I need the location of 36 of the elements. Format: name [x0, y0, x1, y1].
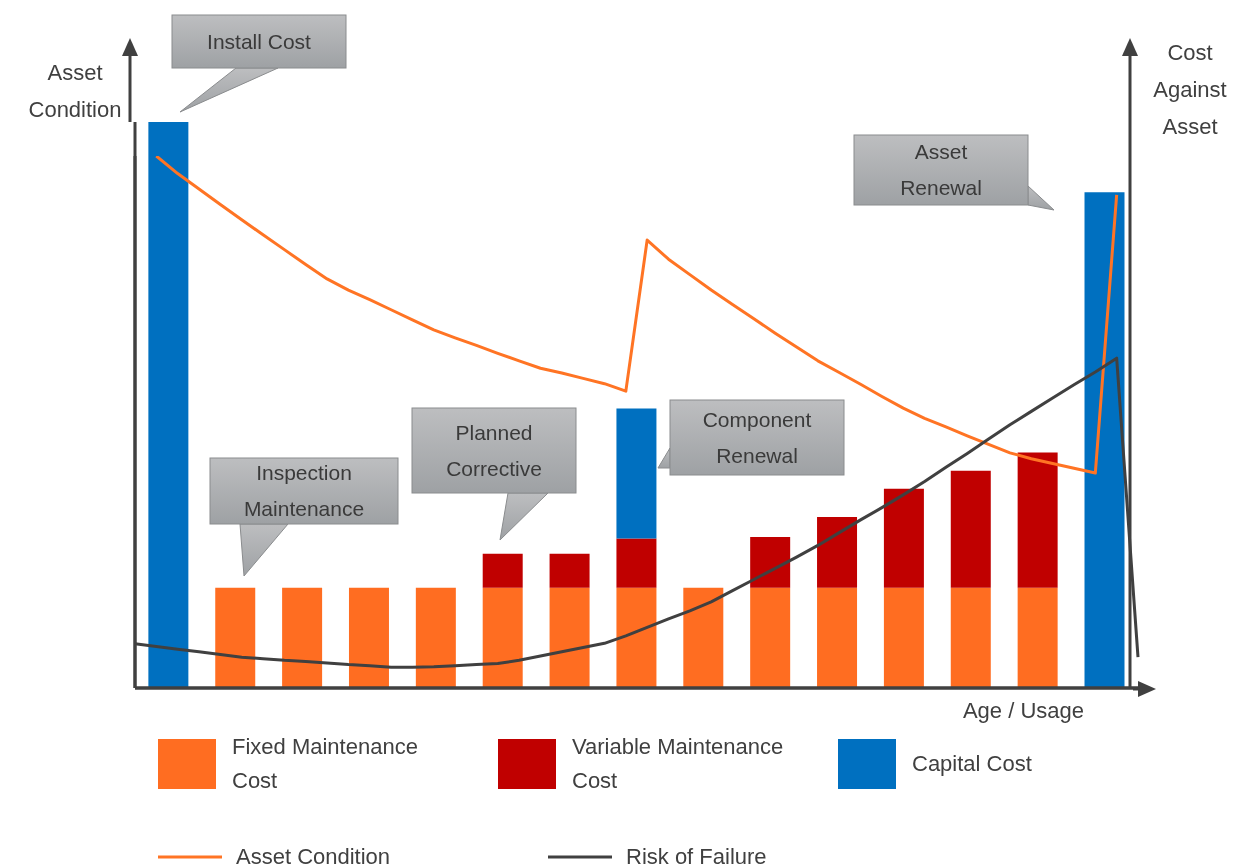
- bar: [750, 587, 791, 688]
- bar: [950, 470, 991, 588]
- bar: [817, 517, 858, 588]
- bar: [348, 587, 389, 688]
- bar: [750, 536, 791, 588]
- y2-axis-title: Cost Against Asset: [1152, 39, 1228, 141]
- bar: [415, 587, 456, 688]
- legend-label: Risk of Failure: [626, 843, 768, 865]
- bar: [1017, 587, 1058, 688]
- bar: [950, 587, 991, 688]
- annotation: Asset Renewal: [854, 135, 1028, 205]
- bar: [1017, 452, 1058, 588]
- bar: [616, 587, 657, 688]
- annotation: Inspection Maintenance: [210, 458, 398, 524]
- bar: [215, 587, 256, 688]
- bar: [883, 587, 924, 688]
- bar: [482, 587, 523, 688]
- bar: [616, 538, 657, 588]
- bar: [549, 553, 590, 588]
- bar: [883, 488, 924, 588]
- bar: [482, 553, 523, 588]
- bar: [616, 408, 657, 539]
- legend-label: Fixed Maintenance Cost: [232, 733, 419, 795]
- bar: [817, 587, 858, 688]
- legend-label: Capital Cost: [912, 750, 1033, 778]
- x-axis-title: Age / Usage: [961, 698, 1084, 724]
- text: Install Cost: [172, 15, 346, 68]
- legend-label: Variable Maintenance Cost: [572, 733, 785, 795]
- annotation: Planned Corrective: [412, 408, 576, 493]
- legend-label: Asset Condition: [236, 843, 392, 865]
- bar: [148, 122, 189, 688]
- bar: [549, 587, 590, 688]
- y-axis-title: Asset Condition: [27, 59, 123, 124]
- bar: [1084, 192, 1125, 688]
- bar: [282, 587, 323, 688]
- bar: [683, 587, 724, 688]
